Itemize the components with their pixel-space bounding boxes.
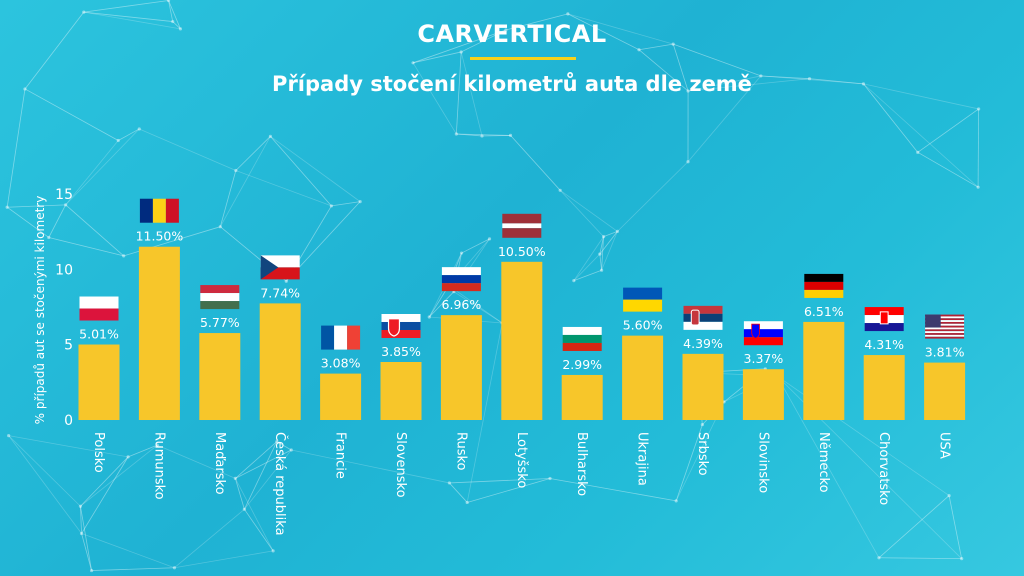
ukraine-flag-icon: [623, 287, 663, 312]
bar-group: 6.96% Rusko: [440, 267, 482, 471]
bar-value-label: 7.74%: [260, 285, 300, 300]
bar: [682, 353, 724, 420]
bar: [622, 335, 664, 420]
bar-value-label: 6.96%: [442, 297, 482, 312]
bar: [501, 261, 543, 420]
bar-value-label: 4.31%: [864, 337, 904, 352]
category-label: Chorvatsko: [876, 432, 891, 505]
bar-group: 4.31% Chorvatsko: [863, 307, 905, 505]
logo-underline: [470, 57, 576, 60]
bar: [380, 361, 422, 420]
bar-group: 3.08% Francie: [320, 325, 362, 479]
bulgaria-flag-icon: [562, 326, 602, 351]
slovenia-flag-icon: [743, 321, 783, 346]
y-tick-label: 10: [55, 262, 73, 278]
category-label: Polsko: [91, 432, 106, 473]
croatia-flag-icon: [864, 307, 904, 332]
bar-group: 3.37% Slovinsko: [742, 321, 784, 493]
bar-value-label: 5.01%: [79, 327, 119, 342]
bar-group: 7.74% Česká republika: [259, 255, 301, 536]
category-label: Slovinsko: [755, 432, 770, 493]
category-label: Rusko: [453, 432, 468, 471]
bar-value-label: 10.50%: [498, 244, 546, 259]
bar-value-label: 3.37%: [744, 351, 784, 366]
france-flag-icon: [321, 325, 361, 350]
bar-group: 5.60% Ukrajina: [622, 287, 664, 486]
latvia-flag-icon: [502, 213, 542, 238]
hungary-flag-icon: [200, 285, 240, 310]
category-label: Česká republika: [272, 432, 288, 536]
bar-value-label: 5.77%: [200, 315, 240, 330]
carvertical-logo: CARVERTICAL: [417, 20, 607, 48]
bar-value-label: 6.51%: [804, 304, 844, 319]
russia-flag-icon: [441, 267, 481, 292]
bar: [440, 315, 482, 420]
bar-group: 11.50% Rumunsko: [136, 198, 184, 500]
category-label: Francie: [333, 432, 348, 479]
czech-flag-icon: [260, 255, 300, 280]
category-label: Slovensko: [393, 432, 408, 498]
bar-group: 2.99% Bulharsko: [561, 326, 603, 496]
y-tick-label: 5: [64, 338, 73, 354]
y-tick-label: 0: [64, 413, 73, 429]
bar-group: 3.81% USA: [924, 314, 966, 459]
bar-value-label: 5.60%: [623, 318, 663, 333]
bar-group: 10.50% Lotyšsko: [498, 213, 546, 488]
slovakia-flag-icon: [381, 313, 421, 338]
bar-value-label: 3.08%: [321, 356, 361, 371]
bar: [924, 362, 966, 420]
bar-group: 5.77% Maďarsko: [199, 285, 241, 495]
usa-flag-icon: [925, 314, 965, 339]
category-label: Ukrajina: [635, 432, 650, 486]
poland-flag-icon: [79, 296, 119, 321]
bar: [138, 246, 180, 420]
bar-value-label: 2.99%: [562, 357, 602, 372]
germany-flag-icon: [804, 273, 844, 298]
bar: [742, 369, 784, 420]
bar-value-label: 3.81%: [925, 345, 965, 360]
chart-title: Případy stočení kilometrů auta dle země: [272, 72, 752, 96]
bar-value-label: 11.50%: [136, 229, 184, 244]
bar-value-label: 4.39%: [683, 336, 723, 351]
bar-group: 5.01% Polsko: [78, 296, 120, 473]
bar-value-label: 3.85%: [381, 344, 421, 359]
category-label: Rumunsko: [151, 432, 166, 500]
bar-group: 4.39% Srbsko: [682, 305, 724, 476]
category-label: Maďarsko: [212, 432, 227, 495]
category-label: Bulharsko: [574, 432, 589, 496]
romania-flag-icon: [139, 198, 179, 223]
bar-group: 3.85% Slovensko: [380, 313, 422, 498]
bar: [803, 321, 845, 420]
bar-group: 6.51% Německo: [803, 273, 845, 493]
bar: [199, 333, 241, 420]
category-label: Srbsko: [695, 432, 710, 476]
category-label: USA: [937, 432, 952, 459]
bar: [561, 374, 603, 420]
serbia-flag-icon: [683, 305, 723, 330]
y-tick-label: 15: [55, 187, 73, 203]
bar: [259, 303, 301, 420]
bar: [320, 373, 362, 420]
y-axis-label: % případů aut se stočenými kilometry: [33, 196, 47, 425]
bar: [78, 344, 120, 420]
category-label: Německo: [816, 432, 831, 493]
bar: [863, 355, 905, 420]
category-label: Lotyšsko: [514, 432, 529, 488]
